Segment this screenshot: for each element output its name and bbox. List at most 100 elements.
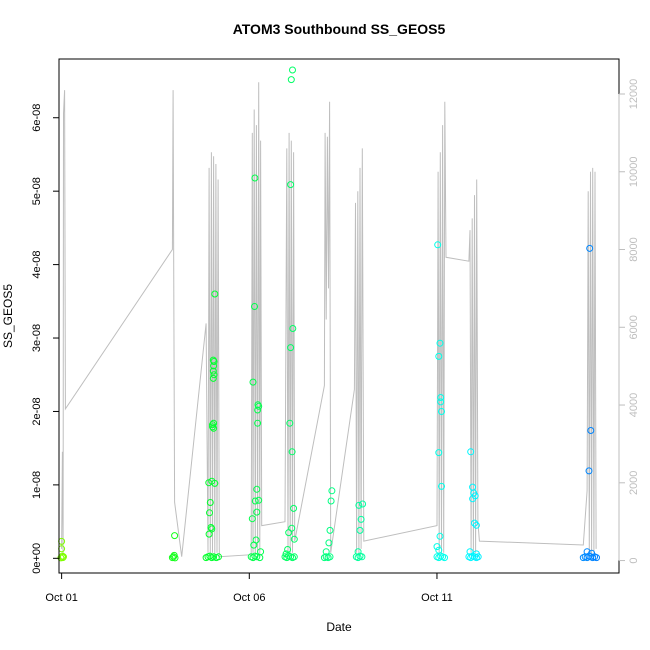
data-point xyxy=(433,543,441,551)
y-tick-label: 4e-08 xyxy=(31,251,43,279)
data-point xyxy=(284,546,292,553)
data-point xyxy=(282,550,290,558)
data-point xyxy=(359,500,367,508)
data-point xyxy=(255,496,263,504)
data-point xyxy=(206,509,213,517)
y2-tick-label: 6000 xyxy=(628,315,640,339)
data-point xyxy=(253,553,261,561)
data-point xyxy=(436,339,444,347)
chart-title: ATOM3 Southbound SS_GEOS5 xyxy=(233,21,446,37)
x-axis-label: Date xyxy=(326,620,352,634)
plot-area xyxy=(57,66,600,562)
data-point xyxy=(249,554,257,562)
data-point xyxy=(289,66,296,74)
data-point xyxy=(210,424,218,432)
data-point xyxy=(209,374,217,382)
y2-tick-label: 12000 xyxy=(628,79,640,110)
data-point xyxy=(326,526,334,534)
y-axis: 0e+00 1e-08 2e-08 3e-08 4e-08 5e-08 6e-08 xyxy=(31,104,60,574)
data-point xyxy=(471,519,478,527)
data-point xyxy=(287,181,295,189)
x-tick-label: Oct 01 xyxy=(45,592,77,604)
x-tick-label: Oct 06 xyxy=(233,592,265,604)
data-point xyxy=(206,552,214,560)
x-axis: Oct 01 Oct 06 Oct 11 xyxy=(45,572,453,604)
data-point xyxy=(472,550,480,558)
data-point xyxy=(466,548,474,556)
data-point xyxy=(210,371,218,379)
y2-axis: 0 2000 4000 6000 8000 10000 12000 xyxy=(618,79,640,564)
y-tick-label: 3e-08 xyxy=(31,324,43,352)
data-point xyxy=(208,525,216,533)
data-point xyxy=(289,325,297,332)
data-point xyxy=(436,532,444,540)
data-point xyxy=(326,553,334,561)
data-point xyxy=(253,485,261,493)
altitude-line xyxy=(61,82,597,558)
data-point xyxy=(356,526,364,534)
data-point xyxy=(257,548,265,556)
data-point xyxy=(287,344,295,352)
y-axis-label: SS_GEOS5 xyxy=(1,284,15,348)
data-point xyxy=(472,521,480,529)
data-point xyxy=(207,524,215,531)
data-point xyxy=(254,419,262,427)
data-point xyxy=(288,448,296,456)
data-point xyxy=(438,408,445,415)
data-point xyxy=(249,378,257,386)
y-tick-label: 0e+00 xyxy=(31,543,43,574)
data-point xyxy=(327,497,335,505)
data-point xyxy=(437,394,445,401)
data-point xyxy=(209,423,216,431)
data-point xyxy=(288,524,296,532)
y2-tick-label: 2000 xyxy=(628,471,640,495)
data-point xyxy=(209,421,216,429)
data-point xyxy=(441,554,448,562)
data-point xyxy=(290,535,298,543)
data-point xyxy=(209,367,217,375)
data-point xyxy=(253,508,261,516)
x-tick-label: Oct 11 xyxy=(421,592,453,604)
data-point xyxy=(438,482,445,490)
data-point xyxy=(170,551,178,559)
data-point xyxy=(287,76,295,84)
y2-tick-label: 10000 xyxy=(628,157,640,188)
data-point xyxy=(286,419,294,427)
data-point xyxy=(290,553,298,561)
data-point xyxy=(467,448,475,456)
data-point xyxy=(206,499,214,506)
data-point xyxy=(325,539,333,547)
data-point xyxy=(583,548,591,556)
data-point xyxy=(211,479,219,487)
y2-tick-label: 0 xyxy=(628,558,640,564)
data-point xyxy=(211,290,219,298)
y-tick-label: 6e-08 xyxy=(31,104,43,132)
data-point xyxy=(171,532,179,540)
data-point xyxy=(435,546,443,554)
data-point xyxy=(251,174,259,182)
data-point xyxy=(210,358,218,365)
data-point xyxy=(435,449,443,457)
data-point xyxy=(471,492,479,500)
data-point xyxy=(322,548,330,556)
data-point xyxy=(588,549,596,557)
data-point xyxy=(168,554,176,562)
data-point xyxy=(586,244,594,252)
data-point xyxy=(285,529,293,537)
y-tick-label: 2e-08 xyxy=(31,397,43,425)
data-point xyxy=(248,515,256,523)
y2-tick-label: 4000 xyxy=(628,393,640,417)
data-point xyxy=(357,515,365,523)
data-point xyxy=(252,536,260,544)
data-point xyxy=(585,467,593,475)
data-point xyxy=(254,406,262,414)
data-point xyxy=(251,303,258,310)
data-point xyxy=(210,419,218,427)
y2-tick-label: 8000 xyxy=(628,237,640,261)
data-point xyxy=(354,548,362,556)
data-point xyxy=(251,497,259,505)
data-point xyxy=(593,554,600,562)
data-point xyxy=(587,427,595,434)
data-point xyxy=(434,241,442,249)
